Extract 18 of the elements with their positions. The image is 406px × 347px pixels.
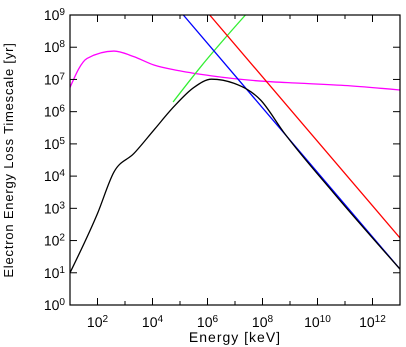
y-tick-label: 10$^{6}$ [44, 103, 66, 120]
y-tick-label: 10$^{8}$ [44, 38, 66, 56]
y-tick-label: 10$^{1}$ [44, 264, 66, 281]
x-tick-label: 10$^{12}$ [359, 314, 386, 330]
x-tick-label: 10$^{8}$ [252, 314, 274, 330]
x-tick-label: 10$^{10}$ [304, 314, 332, 330]
y-tick-label: 10$^{9}$ [44, 6, 66, 23]
x-tick-label: 10$^{6}$ [196, 314, 218, 330]
y-tick-label: 10$^{2}$ [44, 232, 66, 249]
x-axis-title: Energy [keV] [188, 329, 282, 345]
y-axis-title: Electron Energy Loss Timescale [yr] [1, 42, 16, 278]
y-tick-label: 10$^{0}$ [44, 296, 66, 313]
y-tick-label: 10$^{7}$ [44, 70, 66, 88]
y-tick-label: 10$^{4}$ [44, 168, 66, 184]
y-tick-label: 10$^{3}$ [44, 200, 66, 216]
x-tick-label: 10$^{4}$ [142, 314, 164, 330]
x-tick-label: 10$^{2}$ [86, 314, 108, 330]
y-tick-label: 10$^{5}$ [44, 135, 66, 152]
